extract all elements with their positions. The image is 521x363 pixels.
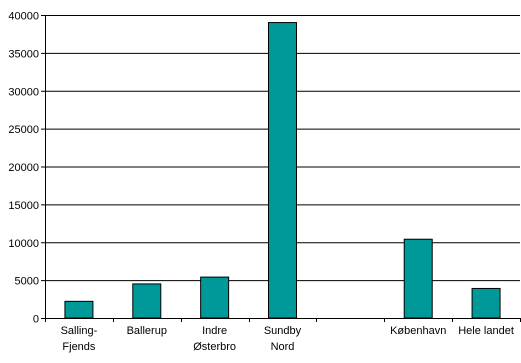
category-label: Salling- Fjends — [61, 325, 98, 353]
axes — [45, 15, 520, 319]
category-label: Indre Østerbro — [193, 325, 236, 353]
category-label-line: Fjends — [62, 341, 96, 353]
category-label: Sundby Nord — [264, 325, 302, 353]
category-label-line: Hele landet — [458, 325, 514, 337]
y-tick-label: 0 — [33, 314, 39, 326]
y-tick-label: 35000 — [8, 48, 39, 60]
y-tick-label: 15000 — [8, 200, 39, 212]
y-tick-label: 30000 — [8, 86, 39, 98]
bar — [471, 287, 501, 319]
category-label: København — [390, 325, 446, 337]
bar — [200, 276, 230, 319]
category-label-line: Østerbro — [193, 341, 236, 353]
category-label-line: Salling- — [61, 325, 98, 337]
category-label: Hele landet — [458, 325, 514, 337]
category-label-line: Indre — [202, 325, 227, 337]
y-tick-label: 40000 — [8, 11, 39, 23]
bar — [132, 283, 162, 319]
category-label-line: Ballerup — [127, 325, 167, 337]
y-tick-label: 5000 — [15, 276, 39, 288]
bar — [403, 238, 433, 319]
bars — [64, 22, 501, 319]
category-label: Ballerup — [127, 325, 167, 337]
category-label-line: Sundby — [264, 325, 302, 337]
y-tick-label: 10000 — [8, 238, 39, 250]
y-tick-label: 20000 — [8, 162, 39, 174]
category-label-line: København — [390, 325, 446, 337]
y-axis-ticks: 0 5000 10000 15000 20000 25000 30000 35000 40000 — [8, 11, 45, 326]
category-label-line: Nord — [271, 341, 295, 353]
y-tick-label: 25000 — [8, 124, 39, 136]
bar — [268, 22, 297, 319]
x-axis-ticks: Salling- Fjends Ballerup Indre Østerbro Sundb… — [45, 318, 521, 353]
bar — [64, 300, 94, 319]
